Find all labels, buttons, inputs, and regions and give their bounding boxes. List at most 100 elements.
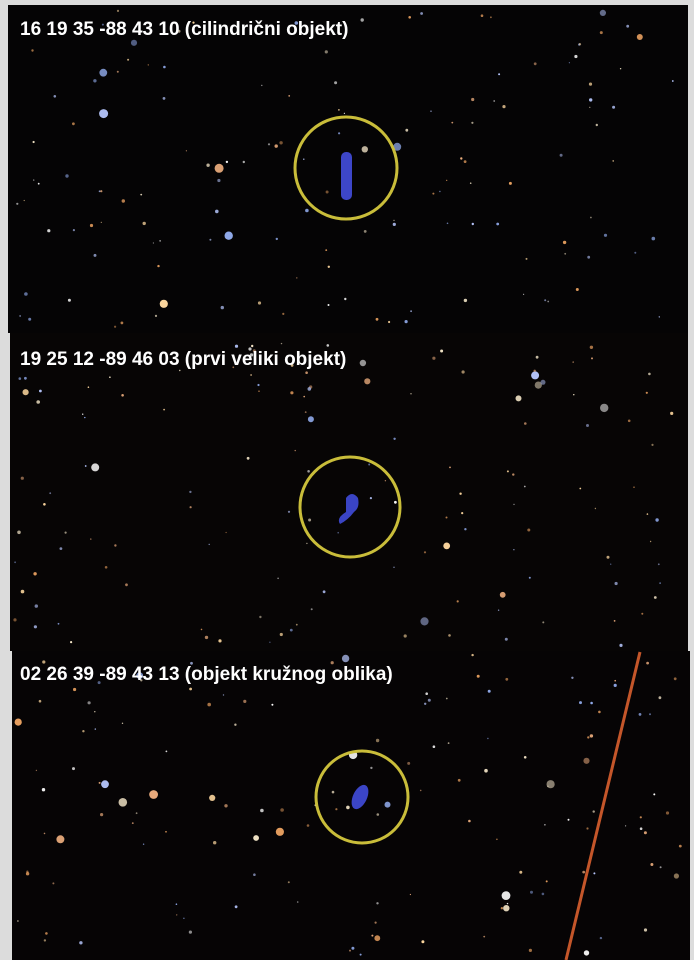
star — [639, 827, 643, 830]
star — [84, 465, 87, 467]
star — [98, 190, 101, 193]
star — [208, 543, 210, 546]
star — [39, 389, 42, 393]
star — [17, 920, 19, 922]
star — [593, 872, 596, 875]
star — [101, 23, 104, 26]
star — [419, 789, 422, 792]
star — [404, 320, 408, 324]
star — [673, 873, 680, 879]
star — [305, 371, 308, 375]
star — [189, 687, 193, 691]
star — [384, 480, 387, 482]
star — [200, 628, 203, 631]
star — [18, 377, 22, 380]
star — [98, 781, 101, 784]
star — [242, 160, 245, 164]
star — [651, 443, 654, 446]
caption: 16 19 35 -88 43 10 (cilindrični objekt) — [20, 19, 348, 40]
star — [307, 387, 312, 391]
star — [634, 251, 637, 254]
star — [327, 304, 330, 306]
star — [646, 513, 649, 515]
star — [183, 917, 185, 919]
star — [403, 634, 407, 638]
star — [420, 12, 423, 15]
star — [408, 15, 412, 19]
star — [614, 581, 618, 586]
star — [375, 317, 379, 321]
star — [136, 672, 144, 679]
star — [82, 413, 84, 415]
star — [310, 608, 313, 611]
star — [295, 623, 298, 626]
star — [392, 222, 396, 226]
star — [614, 679, 616, 682]
star — [423, 551, 427, 554]
star — [587, 255, 591, 259]
star — [19, 315, 21, 317]
star — [633, 486, 635, 489]
star — [261, 84, 263, 87]
star — [28, 317, 32, 321]
star — [374, 935, 381, 942]
star — [131, 822, 134, 824]
star — [573, 394, 575, 396]
star — [574, 54, 578, 59]
star — [142, 221, 146, 226]
star — [627, 419, 631, 423]
star — [461, 511, 464, 515]
star — [393, 142, 402, 151]
caption: 19 25 12 -89 46 03 (prvi veliki objekt) — [20, 349, 346, 370]
star — [72, 229, 75, 232]
star — [463, 298, 468, 303]
star — [515, 395, 522, 402]
star — [204, 635, 209, 640]
star — [464, 528, 467, 531]
star — [368, 463, 371, 466]
star — [445, 516, 448, 519]
star — [496, 222, 500, 226]
star — [582, 870, 586, 874]
star — [589, 106, 591, 108]
star — [217, 178, 221, 183]
star — [579, 487, 582, 490]
star — [224, 804, 228, 808]
star — [49, 492, 52, 495]
star — [544, 299, 547, 302]
star — [121, 394, 124, 397]
star — [544, 824, 546, 826]
star — [525, 257, 528, 260]
star — [33, 625, 38, 629]
highlight-circle — [314, 749, 410, 845]
star — [471, 222, 474, 226]
star — [658, 696, 662, 700]
star — [421, 940, 425, 944]
star — [626, 24, 630, 28]
star — [64, 531, 67, 534]
star — [568, 62, 571, 64]
star — [67, 298, 71, 302]
star — [346, 805, 350, 810]
star — [371, 934, 374, 937]
star — [87, 701, 91, 705]
star — [613, 620, 616, 622]
star — [375, 738, 380, 743]
star — [562, 240, 567, 245]
star — [445, 697, 448, 700]
star — [384, 801, 391, 808]
star — [425, 692, 429, 695]
star — [159, 299, 168, 308]
star — [490, 16, 492, 19]
star — [43, 832, 46, 835]
star — [388, 320, 391, 324]
star — [93, 253, 97, 257]
star — [33, 179, 35, 181]
star — [527, 528, 531, 532]
star — [20, 589, 25, 594]
star — [599, 936, 603, 940]
star — [480, 14, 484, 17]
star — [165, 750, 168, 753]
star — [163, 65, 166, 69]
star — [606, 555, 610, 559]
